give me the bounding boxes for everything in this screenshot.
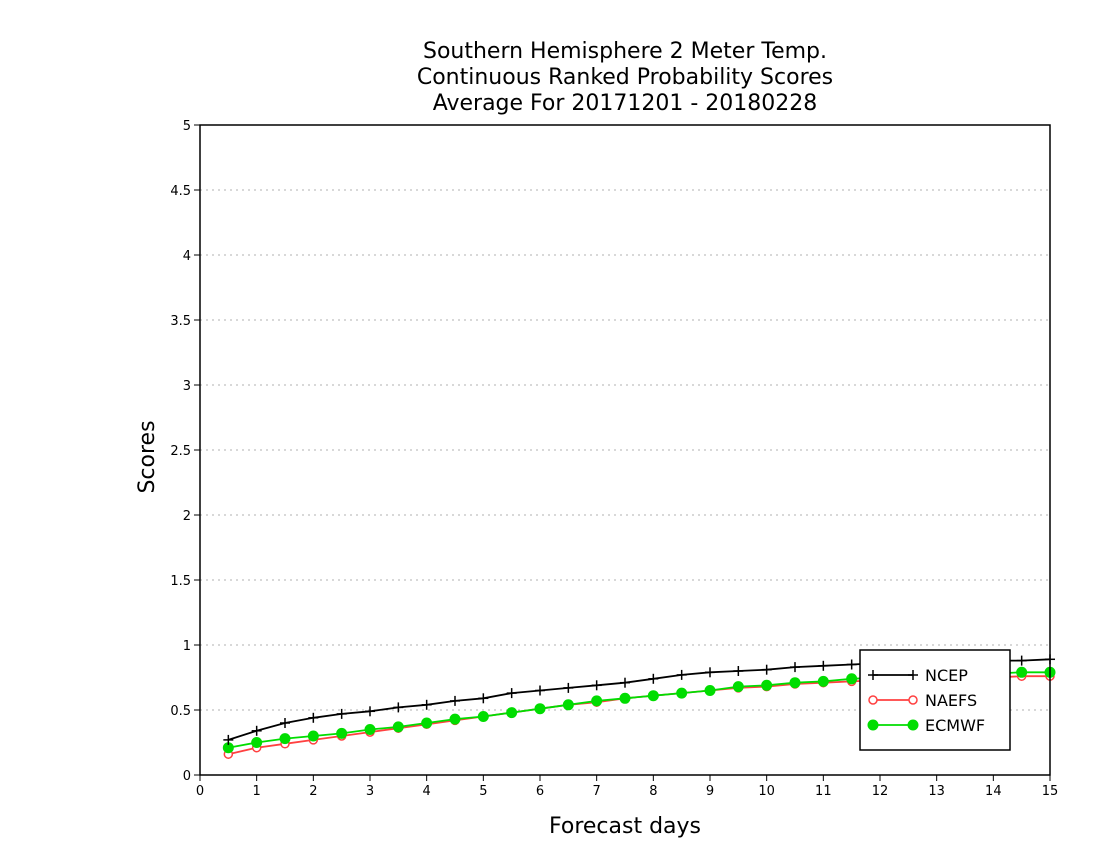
data-point-ncep	[393, 702, 404, 713]
legend-label: NAEFS	[925, 691, 977, 710]
legend-entry-naefs: NAEFS	[868, 691, 977, 710]
data-point-ncep	[790, 662, 800, 673]
data-point-ncep	[280, 718, 290, 728]
data-point-ecmwf	[534, 703, 546, 715]
data-point-ncep	[251, 725, 262, 736]
x-tick-label: 14	[985, 784, 1002, 799]
data-point-ncep	[620, 677, 630, 688]
data-point-ecmwf	[732, 681, 744, 693]
y-tick-label: 3.5	[170, 314, 191, 329]
data-point-ecmwf	[392, 721, 404, 733]
grid-lines	[200, 189, 1050, 711]
y-tick-label: 3	[183, 379, 191, 394]
chart-title-line-1: Southern Hemisphere 2 Meter Temp.	[423, 39, 827, 64]
x-tick-label: 6	[536, 784, 544, 799]
chart-title-line-3: Average For 20171201 - 20180228	[433, 91, 818, 116]
x-tick-label: 1	[253, 784, 261, 799]
x-tick-label: 3	[366, 784, 374, 799]
data-point-ncep	[648, 673, 659, 684]
data-point-ncep	[846, 659, 857, 670]
x-axis-label: Forecast days	[549, 814, 701, 839]
data-point-ecmwf	[676, 687, 688, 699]
data-point-ecmwf	[562, 699, 574, 711]
data-point-ecmwf	[704, 685, 716, 696]
data-point-ecmwf	[449, 713, 461, 725]
legend-marker	[907, 719, 919, 731]
data-point-ncep	[308, 712, 319, 723]
legend-marker	[908, 695, 918, 705]
y-tick-label: 0.5	[170, 704, 191, 719]
data-point-ncep	[535, 685, 545, 696]
y-tick-label: 2.5	[170, 444, 191, 459]
data-point-ncep	[563, 682, 574, 693]
y-tick-label: 0	[183, 769, 191, 784]
data-point-ecmwf	[1016, 666, 1028, 678]
plot-frame	[199, 124, 1051, 776]
legend-label: NCEP	[925, 666, 968, 685]
y-axis-label: Scores	[135, 420, 160, 493]
legend: NCEP NAEFS ECMWF	[859, 649, 1011, 751]
chart-title-line-2: Continuous Ranked Probability Scores	[417, 65, 833, 90]
x-tick-label: 0	[196, 784, 204, 799]
data-point-ncep	[506, 688, 517, 699]
data-point-ncep	[421, 699, 432, 710]
x-tick-label: 4	[423, 784, 431, 799]
data-point-ncep	[1016, 655, 1027, 666]
y-tick-label: 2	[183, 509, 191, 524]
data-point-ncep	[676, 669, 687, 680]
y-tick-label: 1	[183, 639, 191, 654]
x-tick-label: 8	[649, 784, 657, 799]
data-point-ecmwf	[846, 673, 858, 685]
x-tick-label: 2	[309, 784, 317, 799]
data-point-ncep	[591, 680, 602, 691]
legend-entry-ncep: NCEP	[868, 666, 968, 685]
data-point-ncep	[450, 695, 460, 706]
axes: 00.511.522.533.544.550 1 2 3 4 5 6 7 8 9 10 11 12 13 1…	[170, 119, 1058, 799]
x-tick-label: 12	[872, 784, 889, 799]
data-point-ncep	[478, 693, 489, 704]
x-tick-label: 9	[706, 784, 714, 799]
legend-marker	[867, 719, 879, 731]
data-point-ecmwf	[477, 711, 489, 722]
data-point-ecmwf	[647, 690, 659, 702]
data-point-ecmwf	[506, 707, 518, 719]
data-point-ncep	[818, 660, 829, 671]
x-tick-label: 13	[928, 784, 945, 799]
data-point-ncep	[761, 664, 772, 675]
legend-marker	[908, 670, 918, 680]
data-point-ecmwf	[789, 677, 801, 689]
legend-label: ECMWF	[925, 716, 985, 735]
data-point-ncep	[733, 666, 744, 676]
data-point-ecmwf	[336, 727, 348, 739]
data-point-ecmwf	[817, 675, 829, 687]
data-point-ecmwf	[591, 695, 603, 707]
x-tick-label: 7	[593, 784, 601, 799]
y-tick-label: 4.5	[170, 184, 191, 199]
data-point-ncep	[365, 706, 375, 717]
data-point-ncep	[223, 734, 234, 745]
data-point-ecmwf	[279, 733, 291, 745]
legend-marker	[868, 670, 878, 680]
x-tick-label: 5	[479, 784, 487, 799]
data-point-ecmwf	[761, 679, 773, 691]
x-tick-label: 11	[815, 784, 832, 799]
y-tick-label: 4	[183, 249, 191, 264]
data-point-ecmwf	[251, 737, 263, 748]
x-tick-label: 10	[758, 784, 775, 799]
data-point-ecmwf	[307, 730, 319, 742]
y-tick-label: 5	[183, 119, 191, 134]
legend-entry-ecmwf: ECMWF	[867, 716, 985, 735]
data-point-ecmwf	[421, 717, 433, 729]
x-tick-label: 15	[1042, 784, 1059, 799]
data-point-ncep	[705, 667, 715, 678]
data-point-ncep	[336, 708, 347, 719]
legend-marker	[868, 695, 878, 705]
data-point-ecmwf	[619, 692, 631, 704]
y-tick-label: 1.5	[170, 574, 191, 589]
data-point-ecmwf	[364, 724, 376, 735]
